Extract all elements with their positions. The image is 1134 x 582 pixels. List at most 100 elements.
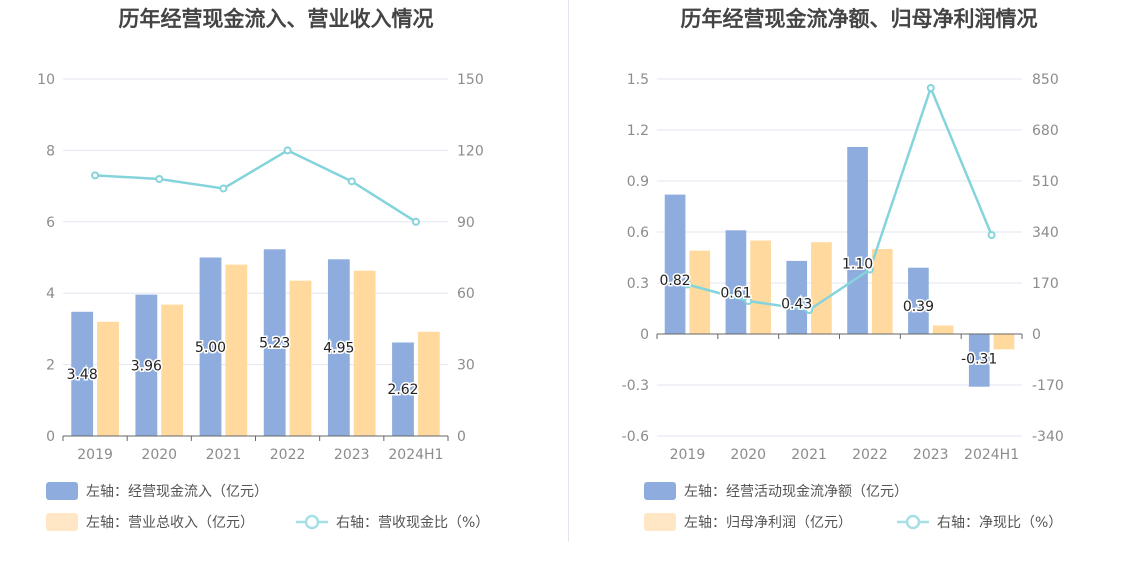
ratio-point	[926, 84, 935, 92]
bar-data-label: 4.95	[323, 341, 354, 357]
bar-blue	[908, 267, 929, 334]
category-label: 2020	[730, 447, 766, 463]
right-tick-label: 170	[1032, 276, 1059, 292]
bar-orange	[750, 240, 771, 334]
left-tick-label: 1.2	[627, 123, 649, 139]
ratio-point	[91, 171, 100, 180]
legend-label: 左轴：经营现金流入（亿元）	[86, 484, 268, 500]
ratio-point	[283, 146, 292, 155]
left-tick-label: 0.3	[627, 276, 649, 292]
bar-orange	[811, 242, 832, 334]
category-label: 2019	[670, 447, 706, 463]
right-tick-label: 0	[1032, 327, 1041, 343]
bar-blue	[135, 294, 158, 436]
right-tick-label: 340	[1032, 225, 1059, 241]
bar-data-label: 5.23	[259, 336, 290, 352]
left-tick-label: 4	[46, 286, 55, 302]
bar-orange	[353, 270, 376, 436]
ratio-point	[744, 297, 753, 305]
left-tick-label: 10	[37, 72, 55, 88]
legend-swatch	[46, 482, 78, 500]
bar-data-label: 5.00	[195, 340, 226, 356]
legend-line-marker	[304, 514, 320, 530]
bar-data-label: 0.39	[903, 299, 934, 315]
right-tick-label: 680	[1032, 123, 1059, 139]
cashflow-revenue-chart: 历年经营现金流入、营业收入情况 0 0 2 30 4 60 6 90 8 120 10 150 2019 2…	[37, 7, 489, 531]
bar-orange	[417, 331, 440, 436]
category-label: 2022	[270, 447, 306, 463]
ratio-point	[219, 184, 228, 193]
left-tick-label: 0	[46, 429, 55, 445]
left-tick-label: 0.9	[627, 174, 649, 190]
ratio-point	[987, 231, 996, 239]
category-label: 2023	[913, 447, 949, 463]
legend-swatch	[46, 513, 78, 531]
bar-blue	[327, 259, 350, 436]
bar-blue	[847, 147, 868, 334]
right-tick-label: 0	[457, 429, 466, 445]
bar-data-label: 3.48	[67, 367, 98, 383]
right-tick-label: 510	[1032, 174, 1059, 190]
left-tick-label: 0	[640, 327, 649, 343]
bar-blue	[71, 311, 94, 436]
netcash-profit-chart: 历年经营现金流净额、归母净利润情况 -0.6 -340 -0.3 -170 0 0 0.3 17…	[622, 7, 1064, 531]
bar-blue	[786, 260, 808, 334]
legend-label: 右轴：营收现金比（%）	[336, 515, 489, 531]
bar-data-label: 0.43	[781, 296, 812, 312]
right-tick-label: 60	[457, 286, 475, 302]
legend-swatch	[644, 482, 676, 500]
left-tick-label: -0.3	[622, 378, 649, 394]
ratio-point	[411, 217, 420, 226]
category-label: 2021	[206, 447, 242, 463]
legend-line-marker	[905, 514, 921, 530]
right-tick-label: 30	[457, 358, 475, 374]
right-tick-label: 90	[457, 215, 475, 231]
bar-blue	[725, 230, 747, 334]
bar-orange	[871, 249, 893, 334]
left-tick-label: 6	[46, 215, 55, 231]
bar-blue	[664, 194, 686, 334]
left-tick-label: 2	[46, 358, 55, 374]
category-label: 2020	[141, 447, 177, 463]
chart-title: 历年经营现金流入、营业收入情况	[119, 7, 434, 31]
bar-orange	[993, 334, 1015, 350]
left-tick-label: 8	[46, 143, 55, 159]
right-tick-label: -340	[1032, 429, 1064, 445]
bar-orange	[97, 321, 119, 436]
right-tick-label: 150	[457, 72, 484, 88]
ratio-line	[95, 148, 417, 223]
chart-title: 历年经营现金流净额、归母净利润情况	[681, 7, 1038, 31]
legend-swatch	[644, 513, 676, 531]
bar-orange	[289, 280, 312, 436]
ratio-line	[687, 84, 993, 312]
legend-label: 左轴：归母净利润（亿元）	[684, 514, 852, 531]
bar-data-label: -0.31	[961, 351, 997, 367]
bar-data-label: 0.82	[659, 273, 690, 289]
left-tick-label: 1.5	[627, 72, 649, 88]
category-label: 2021	[791, 447, 827, 463]
bar-orange	[161, 304, 184, 436]
bar-orange	[689, 250, 711, 334]
legend-label: 左轴：营业总收入（亿元）	[86, 515, 254, 531]
bar-orange	[225, 264, 248, 436]
left-tick-label: 0.6	[627, 225, 649, 241]
bar-data-label: 2.62	[387, 382, 418, 398]
ratio-point	[865, 265, 874, 274]
legend-label: 右轴：净现比（%）	[937, 515, 1062, 531]
ratio-point	[347, 177, 356, 186]
right-tick-label: 120	[457, 143, 484, 159]
right-tick-label: -170	[1032, 378, 1064, 394]
bar-data-label: 0.61	[720, 286, 751, 302]
category-label: 2022	[852, 447, 888, 463]
ratio-point	[683, 280, 692, 289]
category-label: 2024H1	[388, 447, 443, 463]
category-label: 2024H1	[964, 447, 1019, 463]
bar-blue	[263, 249, 286, 436]
bar-data-label: 1.10	[842, 257, 873, 273]
bar-blue	[199, 257, 222, 436]
bar-orange	[932, 325, 954, 334]
right-tick-label: 850	[1032, 72, 1059, 88]
bar-data-label: 3.96	[131, 358, 162, 374]
bar-blue	[392, 342, 414, 436]
